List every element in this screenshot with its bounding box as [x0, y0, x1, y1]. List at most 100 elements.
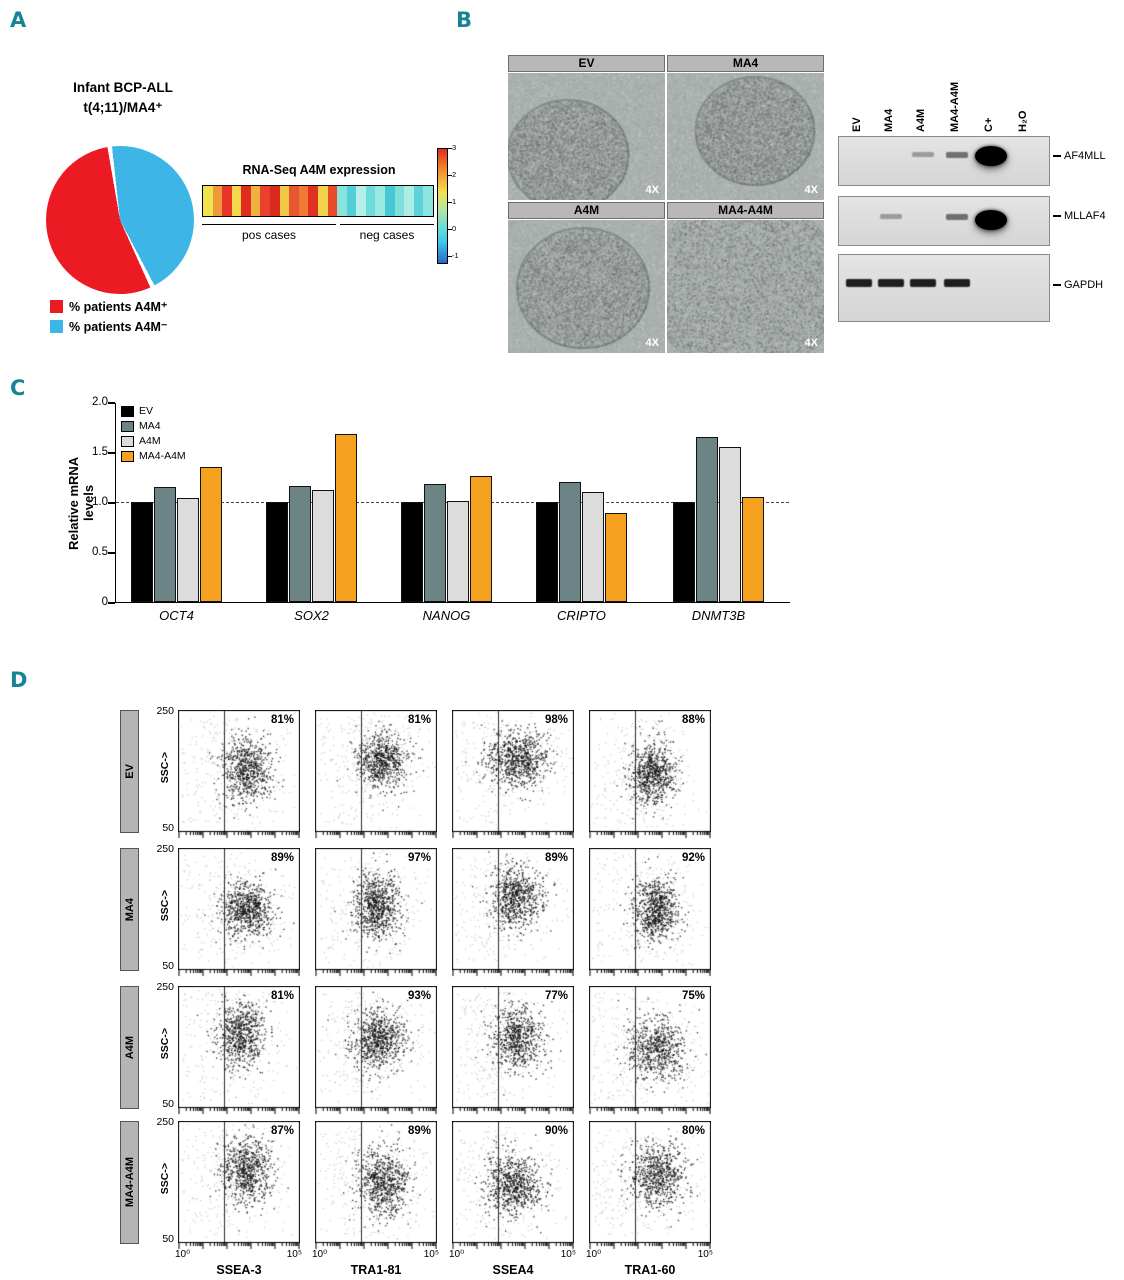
bar-legend-label: EV	[139, 405, 154, 417]
bar-MA4-SOX2	[289, 486, 311, 602]
gate-percentage-MA4-A4M-TRA1-60: 80%	[681, 1125, 705, 1137]
bar-legend-swatch	[121, 450, 134, 462]
microscopy-canvas-ev	[508, 73, 665, 200]
pie-title: Infant BCP-ALL t(4;11)/MA4⁺	[28, 78, 218, 119]
gate-percentage-EV-SSEA-3: 81%	[270, 714, 294, 726]
pie-title-line1: Infant BCP-ALL	[73, 80, 173, 95]
heatmap-cell-6	[260, 186, 271, 216]
band-pointer-dash	[1053, 215, 1061, 217]
gel-band-MLLAF4-C+	[975, 210, 1007, 230]
gate-percentage-MA4-TRA1-81: 97%	[407, 852, 431, 864]
bar-group-sox2	[266, 434, 357, 602]
gate-percentage-A4M-SSEA4: 77%	[544, 990, 568, 1002]
flow-row-label-box-MA4: MA4	[120, 848, 139, 971]
flow-plot-MA4-TRA1-81	[315, 848, 437, 979]
flow-plot-A4M-TRA1-60	[589, 986, 711, 1117]
microscopy-canvas-ma4a4m	[667, 220, 824, 353]
legend-label-positive: % patients A4M⁺	[69, 300, 168, 314]
gate-percentage-MA4-SSEA-3: 89%	[270, 852, 294, 864]
bar-MA4-A4M-OCT4	[200, 467, 222, 602]
flow-plot-MA4-A4M-TRA1-60	[589, 1121, 711, 1252]
panel-b-label: B	[456, 8, 473, 32]
colorbar-tick	[448, 229, 452, 230]
legend-swatch-positive	[50, 300, 63, 313]
microscopy-image-a4m: 4X	[508, 220, 665, 353]
gate-percentage-MA4-SSEA4: 89%	[544, 852, 568, 864]
heatmap-cell-14	[337, 186, 347, 216]
magnification-label: 4X	[645, 184, 659, 196]
ssc-axis-label: SSC->	[159, 752, 171, 784]
flow-column-title-TRA1-60: TRA1-60	[624, 1263, 676, 1277]
microscopy-title-a4m: A4M	[508, 202, 665, 219]
flow-plot-MA4-A4M-SSEA4	[452, 1121, 574, 1252]
gel-band-GAPDH-EV	[846, 279, 872, 287]
panel-d-label: D	[10, 668, 28, 692]
gate-percentage-A4M-TRA1-81: 93%	[407, 990, 431, 1002]
bar-legend-swatch	[121, 420, 134, 432]
bar-MA4-DNMT3B	[696, 437, 718, 602]
colorbar-tick	[448, 256, 452, 257]
gel-target-label-gapdh: GAPDH	[1053, 279, 1103, 291]
gate-percentage-EV-TRA1-81: 81%	[407, 714, 431, 726]
gate-percentage-EV-SSEA4: 98%	[544, 714, 568, 726]
gel-band-GAPDH-MA4	[878, 279, 904, 287]
heatmap-neg-cases-label: neg cases	[340, 224, 434, 242]
gel-band-AF4MLL-C+	[975, 146, 1007, 166]
heatmap-cell-12	[317, 186, 328, 216]
bar-MA4-CRIPTO	[559, 482, 581, 602]
microscopy-title-ma4a4m: MA4-A4M	[667, 202, 824, 219]
bar-MA4-A4M-SOX2	[335, 434, 357, 602]
gate-percentage-MA4-TRA1-60: 92%	[681, 852, 705, 864]
heatmap-pos-cases-label: pos cases	[202, 224, 336, 242]
bar-A4M-CRIPTO	[582, 492, 604, 602]
flow-column-title-SSEA-3: SSEA-3	[216, 1263, 262, 1277]
microscopy-canvas-a4m	[508, 220, 665, 353]
band-pointer-dash	[1053, 284, 1061, 286]
category-label-sox2: SOX2	[294, 608, 329, 623]
colorbar-tick-label: 0	[452, 224, 457, 233]
flow-row-label-box-EV: EV	[120, 710, 139, 833]
bar-legend-label: MA4	[139, 420, 161, 432]
y-axis-tick	[108, 602, 115, 604]
gate-percentage-A4M-SSEA-3: 81%	[270, 990, 294, 1002]
microscopy-canvas-ma4	[667, 73, 824, 200]
bar-A4M-SOX2	[312, 490, 334, 602]
bar-legend-row-MA4-A4M: MA4-A4M	[121, 450, 186, 462]
gel-lane-label-C+: C+	[983, 117, 995, 132]
y-axis-tick	[108, 502, 115, 504]
bar-EV-OCT4	[131, 502, 153, 602]
flow-plot-EV-TRA1-81	[315, 710, 437, 841]
heatmap-cell-21	[404, 186, 414, 216]
flow-row-label: A4M	[123, 1035, 136, 1060]
y-axis-max-label: 250	[156, 705, 174, 717]
bar-MA4-A4M-NANOG	[470, 476, 492, 602]
colorbar-tick	[448, 202, 452, 203]
bar-EV-CRIPTO	[536, 502, 558, 602]
flow-plot-EV-TRA1-60	[589, 710, 711, 841]
bar-chart-plot-area: EV MA4 A4M MA4-A4M 2.0 1.5 1.0 0.5 0 OCT4 SOX2 NAN…	[92, 396, 790, 623]
y-axis-tick-label: 1.5	[92, 446, 108, 458]
y-axis-min-label: 50	[162, 1233, 174, 1245]
bar-legend-label: A4M	[139, 435, 161, 447]
microscopy-title-ev: EV	[508, 55, 665, 72]
flow-plot-A4M-TRA1-81	[315, 986, 437, 1117]
gel-lane-label-MA4-A4M: MA4-A4M	[949, 81, 961, 132]
flow-row-label-box-A4M: A4M	[120, 986, 139, 1109]
colorbar-tick-label: 1	[452, 197, 457, 206]
gate-percentage-A4M-TRA1-60: 75%	[681, 990, 705, 1002]
heatmap-cell-16	[356, 186, 366, 216]
microscopy-title-ma4: MA4	[667, 55, 824, 72]
ssc-axis-label: SSC->	[159, 1163, 171, 1195]
bar-MA4-NANOG	[424, 484, 446, 602]
flow-plot-MA4-A4M-TRA1-81	[315, 1121, 437, 1252]
colorbar-tick-label: 3	[452, 143, 457, 152]
band-pointer-dash	[1053, 155, 1061, 157]
y-axis-tick-label: 0	[101, 596, 108, 608]
bar-MA4-OCT4	[154, 487, 176, 602]
pie-legend: % patients A4M⁺ % patients A4M⁻	[50, 299, 168, 339]
gel-band-GAPDH-MA4-A4M	[944, 279, 970, 287]
y-axis-max-label: 250	[156, 843, 174, 855]
y-axis-max-label: 250	[156, 1116, 174, 1128]
bar-EV-NANOG	[401, 502, 423, 602]
gel-band-MLLAF4-MA4-A4M	[946, 214, 968, 220]
